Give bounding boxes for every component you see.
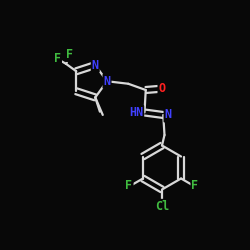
Text: F: F bbox=[126, 179, 132, 192]
Text: HN: HN bbox=[129, 106, 143, 119]
Text: N: N bbox=[104, 75, 110, 88]
Text: N: N bbox=[164, 108, 172, 122]
Text: Cl: Cl bbox=[155, 200, 169, 213]
Text: F: F bbox=[66, 48, 73, 61]
Text: N: N bbox=[92, 58, 99, 71]
Text: F: F bbox=[192, 179, 198, 192]
Text: F: F bbox=[54, 52, 61, 66]
Text: O: O bbox=[158, 82, 166, 95]
